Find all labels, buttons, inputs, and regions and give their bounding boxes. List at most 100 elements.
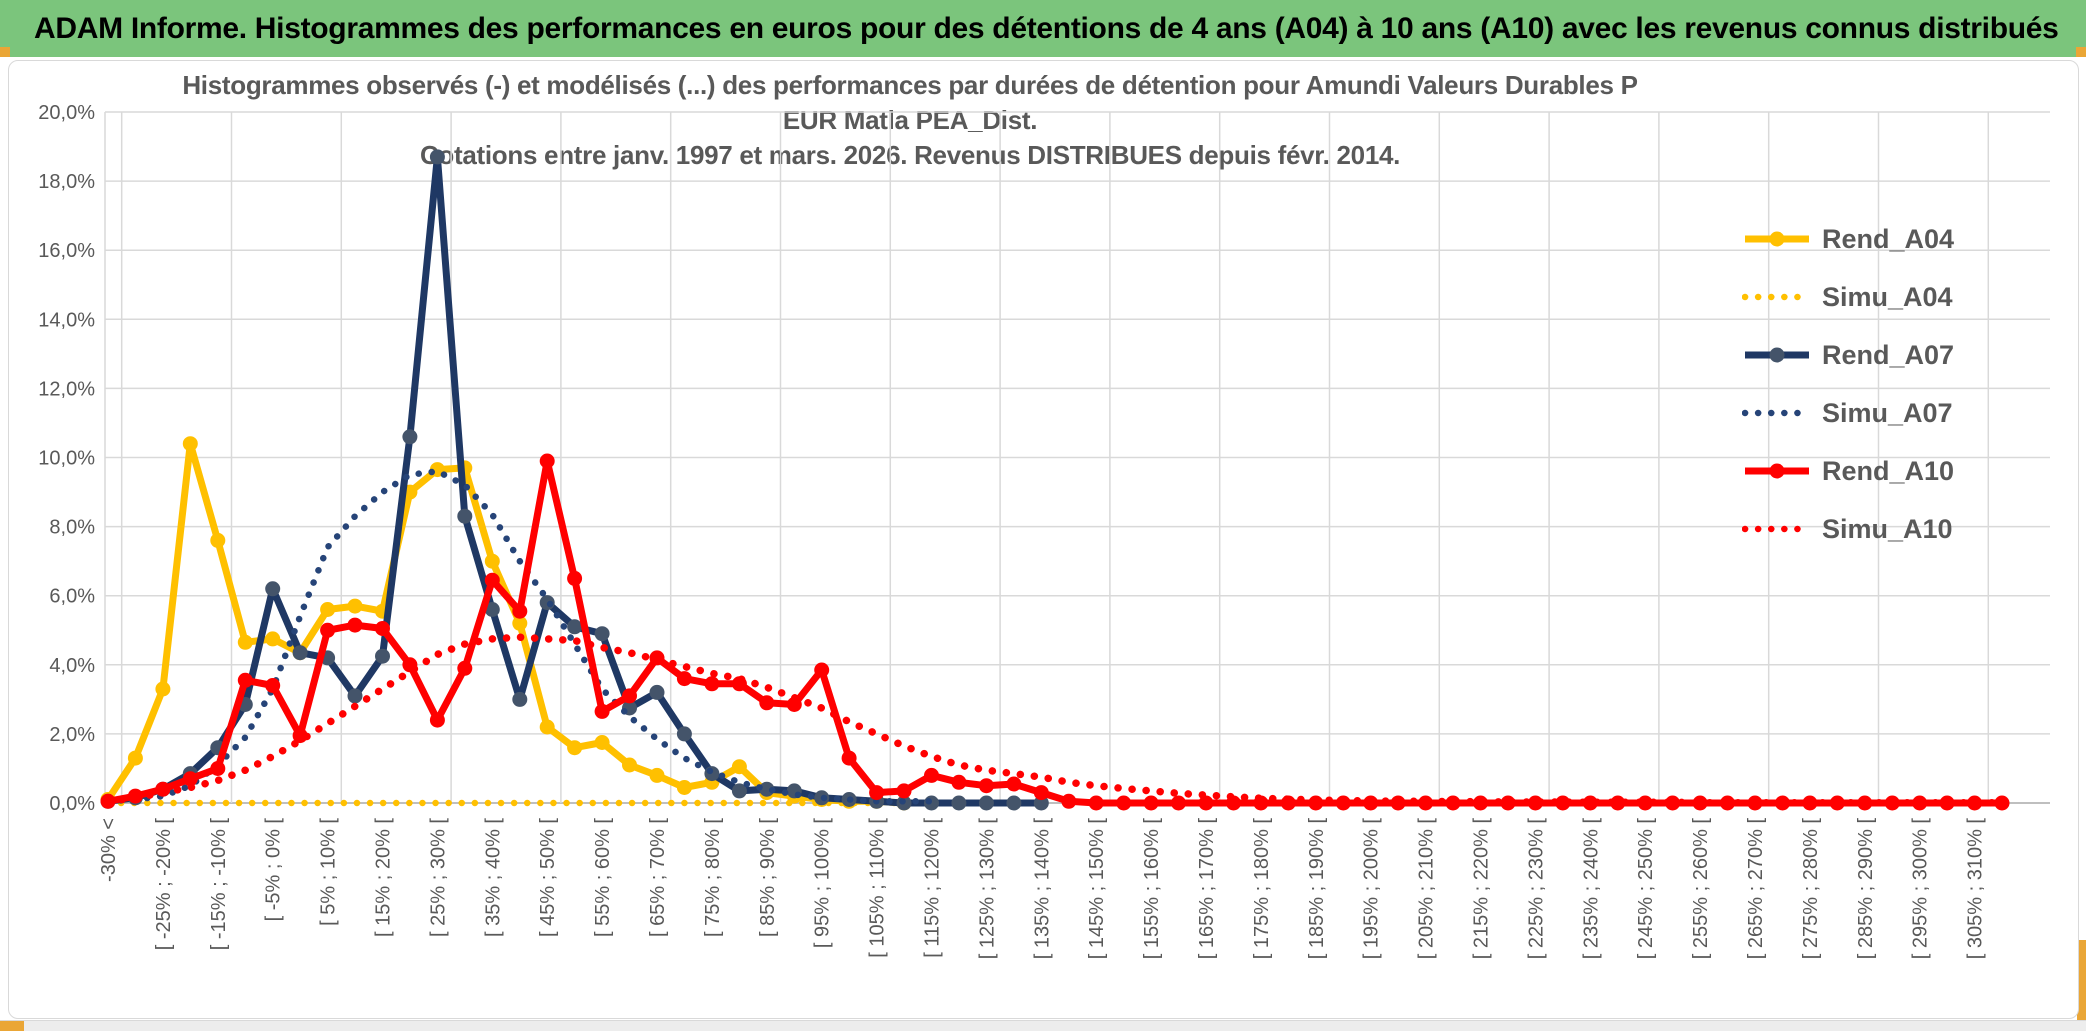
x-tick-label: [ 305% ; 310% [ [1965,818,1987,960]
series-Simu_A10 [104,633,2006,807]
y-tick-label: 6,0% [49,586,95,608]
legend-item-Rend_A07[interactable]: Rend_A07 [1742,326,2042,384]
legend-item-Simu_A04[interactable]: Simu_A04 [1742,268,2042,326]
data-point-marker [375,621,390,636]
x-tick-label: [ 5% ; 10% [ [318,818,340,926]
data-point-marker [978,778,994,794]
data-point-marker [1116,795,1132,811]
data-point-marker [594,735,610,750]
x-tick-label: [ 295% ; 300% [ [1910,818,1932,960]
x-tick-label: [ 25% ; 30% [ [427,818,449,937]
data-point-marker [567,740,583,756]
legend-swatch-dotted-icon [1742,525,1812,533]
data-point-marker [484,572,500,588]
header-bar: ADAM Informe. Histogrammes des performan… [0,0,2086,57]
x-tick-label: [ 95% ; 100% [ [812,818,834,949]
y-tick-label: 4,0% [49,655,95,677]
x-tick-label: [ 35% ; 40% [ [482,818,504,937]
x-tick-label: [ 215% ; 220% [ [1471,818,1493,960]
data-point-marker [320,602,336,617]
x-tick-label: -30% < [98,818,120,882]
legend-item-Simu_A07[interactable]: Simu_A07 [1742,384,2042,442]
data-point-marker [1033,795,1049,811]
data-point-marker [676,726,692,742]
y-tick-label: 14,0% [38,309,95,331]
data-point-marker [182,436,198,452]
data-point-marker [347,617,363,633]
legend-item-Rend_A04[interactable]: Rend_A04 [1742,210,2042,268]
data-point-marker [841,750,857,766]
data-point-marker [731,783,747,799]
legend-swatch-solid-icon [1745,463,1809,479]
legend-label: Simu_A07 [1822,397,1953,428]
series-Simu_A10-line [104,633,2006,807]
x-tick-label: [ 55% ; 60% [ [592,818,614,937]
data-point-marker [1033,785,1049,801]
data-point-marker [210,761,226,776]
data-point-marker [429,149,445,165]
x-tick-label: [ 135% ; 140% [ [1031,818,1053,960]
data-point-marker [1088,795,1104,811]
data-point-marker [594,626,610,642]
legend-item-Simu_A10[interactable]: Simu_A10 [1742,500,2042,558]
data-point-marker [1198,795,1214,811]
legend-item-Rend_A10[interactable]: Rend_A10 [1742,442,2042,500]
data-point-marker [951,774,967,790]
x-tick-label: [ 225% ; 230% [ [1525,818,1547,960]
page-title: ADAM Informe. Histogrammes des performan… [34,11,2059,45]
data-point-marker [731,759,747,775]
data-point-marker [1994,795,2010,811]
x-tick-label: [ 45% ; 50% [ [537,818,559,937]
y-axis-tick-labels: 0,0% 2,0% 4,0% 6,0% 8,0% 10,0% 12,0% 14,0% 16,0%… [38,102,95,815]
chart-title-line2: Cotations entre janv. 1997 et mars. 2026… [170,138,1650,173]
data-point-marker [1582,795,1598,811]
chart-title-line1: Histogrammes observés (-) et modélisés (… [182,70,1638,135]
data-point-marker [814,662,830,678]
gold-accent-top-left [0,47,10,57]
data-point-marker [622,688,637,704]
x-tick-label: [ 185% ; 190% [ [1306,818,1328,960]
x-tick-label: [ 265% ; 270% [ [1745,818,1767,960]
data-point-marker [429,712,445,728]
y-tick-label: 18,0% [38,171,95,193]
data-point-marker [704,676,720,692]
x-tick-label: [ 85% ; 90% [ [757,818,779,937]
data-point-marker [759,695,775,711]
x-axis-tick-labels: -30% < [ -25% ; -20% [[ -15% ; -10% [[ -5… [98,818,1987,960]
chart-object-frame[interactable] [8,60,2079,1019]
legend-swatch-solid-icon [1745,347,1809,363]
data-point-marker [375,648,390,664]
series-Simu_A07 [104,468,935,805]
x-tick-label: [ 75% ; 80% [ [702,818,724,937]
gold-accent-bottom-left [0,1021,24,1031]
data-point-marker [127,750,143,766]
data-point-marker [237,672,253,688]
x-tick-label: [ 15% ; 20% [ [373,818,395,937]
data-point-marker [1143,795,1159,811]
legend-label: Rend_A07 [1822,339,1955,370]
data-point-marker [567,570,583,586]
x-tick-label: [ 255% ; 260% [ [1690,818,1712,960]
data-point-marker [1610,795,1626,811]
gold-accent-right-strip [2077,940,2086,1031]
x-tick-label: [ 175% ; 180% [ [1251,818,1273,960]
data-point-marker [210,532,226,548]
data-point-marker [1171,795,1186,811]
data-point-marker [924,767,939,783]
data-point-marker [402,429,418,445]
legend-label: Rend_A10 [1822,455,1955,486]
series-Rend_A10 [100,453,2010,811]
x-tick-label: [ -25% ; -20% [ [153,818,175,951]
chart-title: Histogrammes observés (-) et modélisés (… [170,68,1650,173]
x-tick-label: [ 245% ; 250% [ [1635,818,1657,960]
y-tick-label: 12,0% [38,378,95,400]
y-tick-label: 2,0% [49,724,95,746]
data-point-marker [1006,776,1022,792]
data-point-marker [951,795,967,811]
data-point-marker [512,691,528,707]
legend-swatch-dotted-icon [1742,409,1812,417]
data-point-marker [347,688,363,704]
data-point-marker [594,703,610,719]
